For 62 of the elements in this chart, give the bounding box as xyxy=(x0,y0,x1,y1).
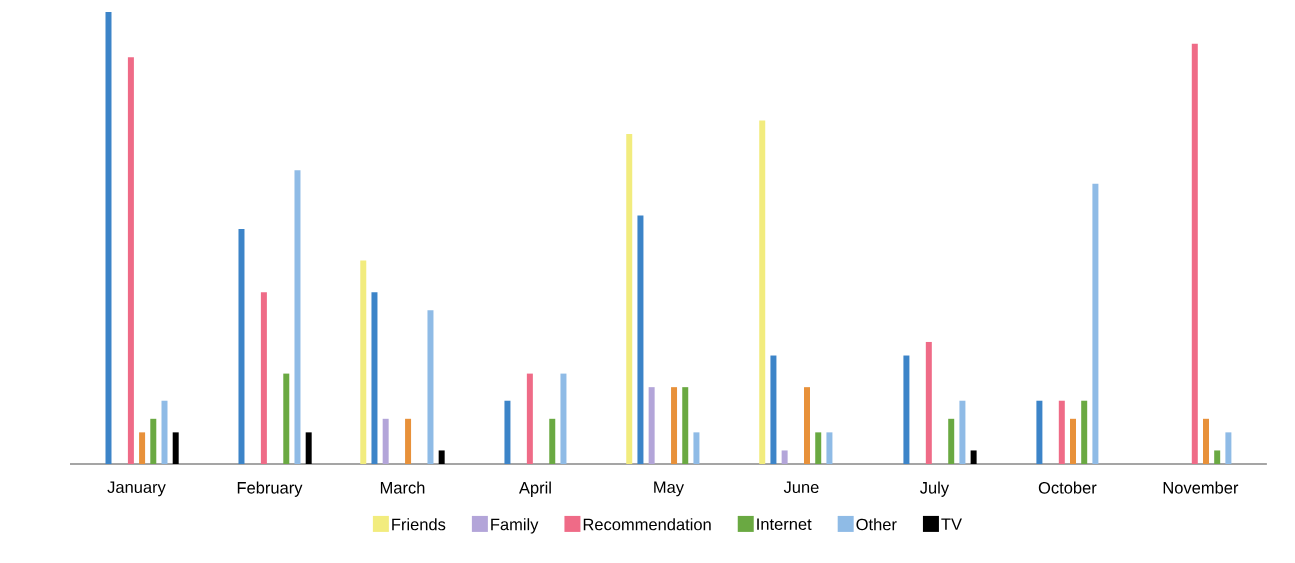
bar xyxy=(127,57,134,464)
bar xyxy=(172,432,179,464)
bar xyxy=(682,387,689,464)
bar xyxy=(1214,450,1221,464)
legend-label: Other xyxy=(856,518,897,531)
bar xyxy=(770,355,777,464)
x-tick-label: February xyxy=(237,481,303,497)
bar xyxy=(360,260,367,464)
bar xyxy=(759,120,766,464)
bar xyxy=(294,170,301,464)
bar xyxy=(283,373,290,464)
bar xyxy=(693,432,700,464)
bar xyxy=(260,292,267,464)
x-tick-label: May xyxy=(654,481,684,497)
bar xyxy=(150,418,157,464)
bar xyxy=(1191,43,1198,464)
bar xyxy=(549,418,556,464)
x-tick-label: January xyxy=(107,481,166,497)
bar xyxy=(504,400,511,464)
bar xyxy=(438,450,445,464)
legend-label: TV xyxy=(941,518,962,530)
bar xyxy=(1058,400,1065,464)
bar xyxy=(382,418,389,464)
bar xyxy=(781,450,788,464)
bar xyxy=(826,432,833,464)
bar xyxy=(105,12,112,464)
bar xyxy=(1225,432,1232,464)
bar xyxy=(427,310,434,464)
bar xyxy=(371,292,378,464)
bar xyxy=(626,134,633,464)
bar xyxy=(970,450,977,464)
bar xyxy=(925,341,932,464)
legend-label: Recommendation xyxy=(583,518,711,531)
bar xyxy=(959,400,966,464)
bar xyxy=(637,215,644,464)
x-tick-label: July xyxy=(920,481,950,497)
legend-label: Family xyxy=(491,518,539,534)
bar xyxy=(815,432,822,464)
bar xyxy=(139,432,146,464)
bar xyxy=(648,387,655,464)
x-tick-label: June xyxy=(783,481,819,494)
bar xyxy=(526,373,533,464)
bar xyxy=(671,387,678,464)
bar xyxy=(948,418,955,464)
legend-label: Internet xyxy=(757,518,812,530)
x-tick-label: October xyxy=(1038,481,1097,494)
bar xyxy=(903,355,910,464)
bar xyxy=(1070,418,1076,464)
bar xyxy=(305,432,312,464)
bar xyxy=(238,228,245,464)
bar xyxy=(1202,418,1209,464)
bar xyxy=(1036,400,1043,464)
x-tick-label: November xyxy=(1163,481,1239,494)
x-tick-label: March xyxy=(380,481,425,494)
x-tick-label: April xyxy=(518,481,551,497)
bar xyxy=(161,400,168,464)
bar xyxy=(405,418,412,464)
bar xyxy=(560,373,567,464)
bar xyxy=(1081,400,1088,464)
bar xyxy=(1092,183,1099,464)
bar xyxy=(804,387,811,464)
legend-label: Friends xyxy=(392,518,446,531)
